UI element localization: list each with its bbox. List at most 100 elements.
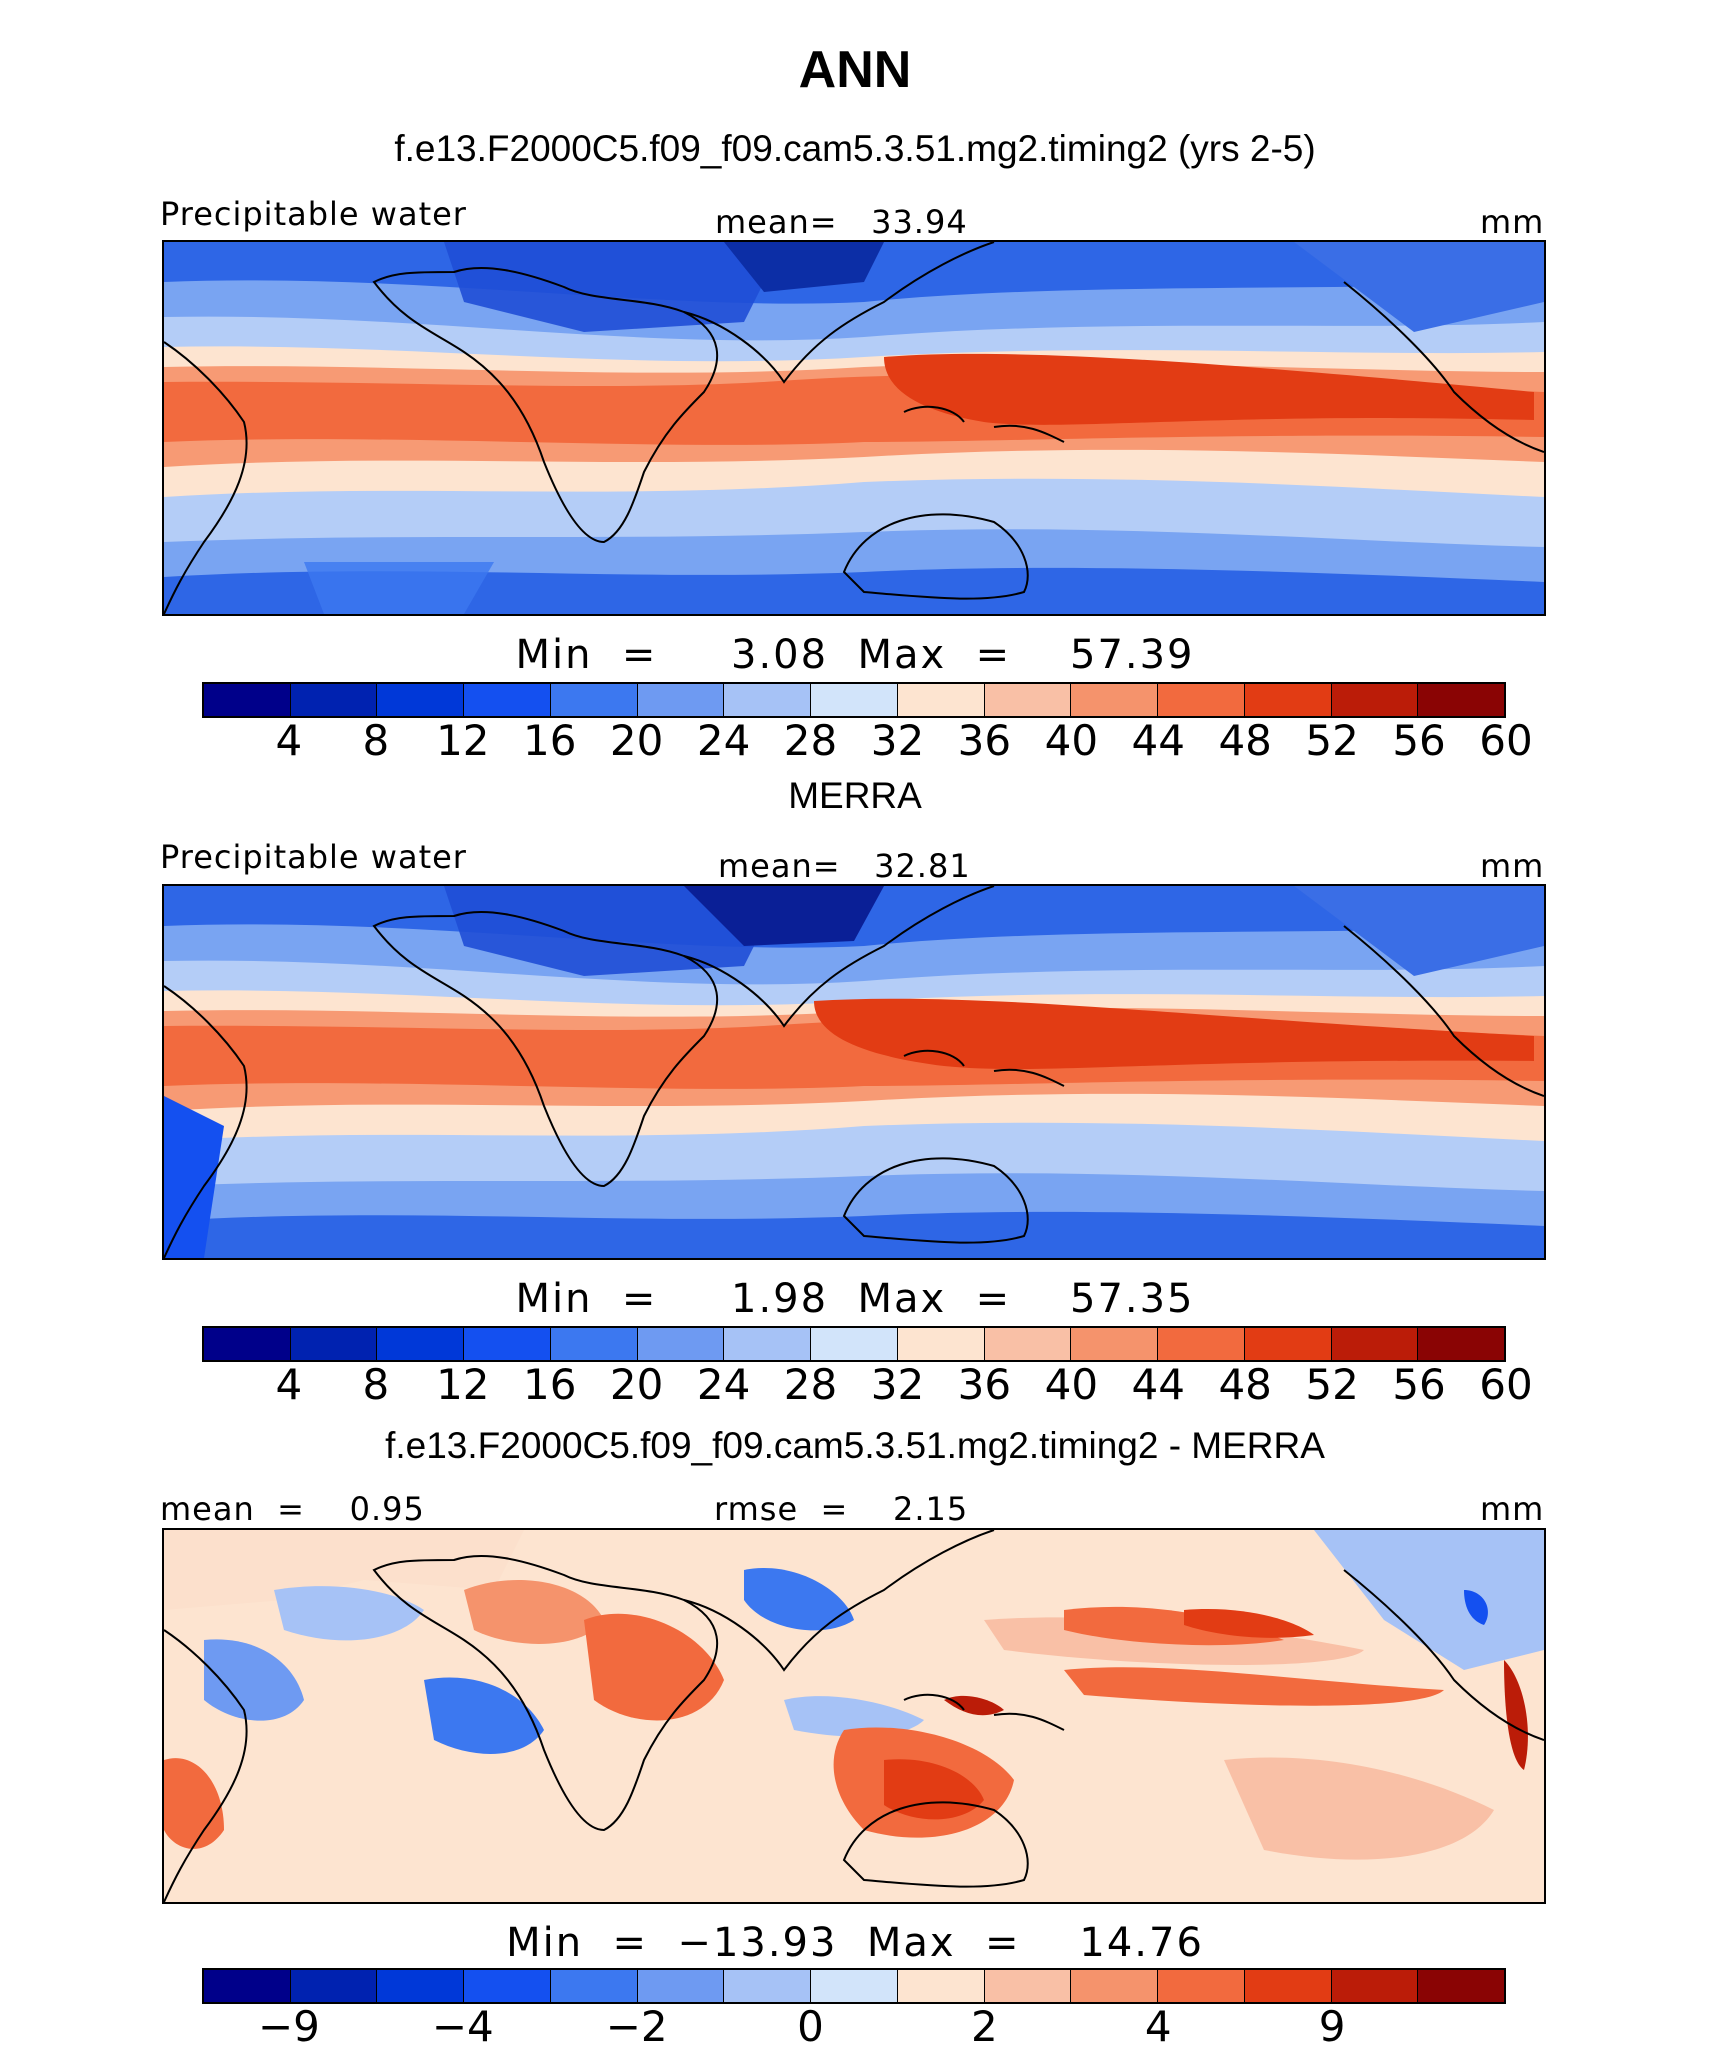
panel-1-tick-label: 36 [957,716,1012,765]
panel-3-colorbar-box [550,1970,638,2002]
panel-1-mean-label: mean= 33.94 [715,203,968,241]
panel-2-colorbar-box [1331,1328,1419,1360]
panel-2-map [162,884,1546,1260]
panel-1-tick-label: 44 [1131,716,1185,765]
panel-2-colorbar-box [811,1328,898,1360]
panel-2-tick-label: 56 [1392,1360,1446,1409]
panel-1-tick-label: 20 [609,716,664,765]
panel-1-tick-label: 52 [1305,716,1359,765]
panel-2-colorbar-box [204,1328,291,1360]
panel-1-colorbar [202,682,1506,718]
panel-3-tick-label: 2 [971,2002,998,2051]
panel-1-variable-label: Precipitable water [160,195,467,233]
panel-1-colorbar-box [897,684,985,716]
panel-1-colorbar-box [724,684,812,716]
panel-2-colorbar-box [550,1328,638,1360]
panel-3-map [162,1528,1546,1904]
panel-2-units-label: mm [1480,847,1545,885]
panel-1-colorbar-box [811,684,898,716]
panel-2-title: MERRA [788,775,922,816]
panel-2-colorbar-box [1244,1328,1332,1360]
panel-2-mean-label: mean= 32.81 [718,847,971,885]
panel-3-colorbar-box [290,1970,378,2002]
panel-1-colorbar-box [637,684,725,716]
panel-2-tick-label: 4 [275,1360,303,1409]
panel-2-variable-label: Precipitable water [160,838,467,876]
panel-1-colorbar-box [550,684,638,716]
panel-3-colorbar-ticks: −9 −4 −2 0 2 4 9 [202,1998,1506,2051]
panel-1-colorbar-box [1158,684,1245,716]
panel-3-mean-label: mean = 0.95 [160,1490,425,1528]
panel-1-tick-label: 8 [362,716,390,765]
panel-1-units-label: mm [1480,203,1545,241]
panel-2-tick-label: 40 [1044,1360,1099,1409]
panel-3-colorbar-box [984,1970,1072,2002]
panel-1-tick-label: 16 [522,716,577,765]
panel-2-tick-label: 36 [957,1360,1012,1409]
panel-3-colorbar-box [204,1970,291,2002]
figure-title: ANN [798,41,912,99]
panel-2-tick-label: 24 [696,1360,751,1409]
panel-3-colorbar-box [637,1970,725,2002]
panel-2-colorbar-box [290,1328,378,1360]
panel-1-tick-label: 32 [870,716,925,765]
panel-1-map [162,240,1546,616]
panel-1-colorbar-box [377,684,465,716]
panel-2-colorbar [202,1326,1506,1362]
panel-1-title: f.e13.F2000C5.f09_f09.cam5.3.51.mg2.timi… [394,128,1316,169]
panel-2-tick-label: 16 [522,1360,577,1409]
panel-2-colorbar-box [724,1328,812,1360]
panel-1-tick-label: 60 [1479,716,1533,765]
panel-2-tick-label: 48 [1218,1360,1272,1409]
panel-3-colorbar [202,1968,1506,2004]
panel-2-colorbar-box [1071,1328,1159,1360]
panel-1-colorbar-box [464,684,551,716]
panel-2-tick-label: 32 [870,1360,925,1409]
panel-1-tick-label: 4 [275,716,303,765]
panel-3-colorbar-box [1418,1970,1505,2002]
panel-3-title: f.e13.F2000C5.f09_f09.cam5.3.51.mg2.timi… [385,1425,1325,1466]
panel-2-colorbar-box [377,1328,465,1360]
panel-2-minmax: Min = 1.98 Max = 57.35 [515,1276,1195,1322]
panel-2-tick-label: 8 [362,1360,390,1409]
panel-3-tick-label: 9 [1318,2002,1346,2051]
panel-1-tick-label: 28 [783,716,838,765]
panel-1-colorbar-box [1418,684,1505,716]
panel-3-colorbar-box [1158,1970,1245,2002]
panel-2-tick-label: 20 [609,1360,664,1409]
panel-3-colorbar-box [724,1970,812,2002]
panel-1-colorbar-box [204,684,291,716]
panel-3-colorbar-box [897,1970,985,2002]
panel-3-tick-label: 4 [1144,2002,1172,2051]
panel-3-minmax: Min = −13.93 Max = 14.76 [506,1920,1204,1966]
panel-1-tick-label: 48 [1218,716,1272,765]
panel-3-tick-label: −2 [605,2002,668,2051]
panel-3-colorbar-box [1071,1970,1159,2002]
panel-3-tick-label: −4 [431,2002,494,2051]
panel-2-colorbar-box [464,1328,551,1360]
panel-2-tick-label: 52 [1305,1360,1359,1409]
panel-2-colorbar-box [984,1328,1072,1360]
panel-1-colorbar-box [1331,684,1419,716]
panel-3-colorbar-box [377,1970,465,2002]
panel-1-colorbar-box [290,684,378,716]
panel-2-colorbar-box [1418,1328,1505,1360]
panel-2-colorbar-box [637,1328,725,1360]
panel-1-tick-label: 56 [1392,716,1446,765]
panel-1-colorbar-box [1244,684,1332,716]
panel-3-colorbar-box [464,1970,551,2002]
panel-1-tick-label: 40 [1044,716,1099,765]
panel-2-colorbar-box [1158,1328,1245,1360]
panel-3-tick-label: −9 [257,2002,320,2051]
panel-1-tick-label: 24 [696,716,751,765]
panel-3-colorbar-box [811,1970,898,2002]
panel-3-rmse-label: rmse = 2.15 [714,1490,969,1528]
panel-3-units-label: mm [1480,1490,1545,1528]
panel-3-tick-label: 0 [797,2002,824,2051]
panel-1-minmax: Min = 3.08 Max = 57.39 [515,632,1195,678]
panel-1-colorbar-ticks: 4 8 12 16 20 24 28 32 36 40 44 48 52 56 60 [202,712,1533,765]
panel-2-colorbar-ticks: 4 8 12 16 20 24 28 32 36 40 44 48 52 56 60 [202,1356,1533,1409]
panel-3-colorbar-box [1244,1970,1332,2002]
panel-2-tick-label: 28 [783,1360,838,1409]
panel-1-tick-label: 12 [436,716,490,765]
